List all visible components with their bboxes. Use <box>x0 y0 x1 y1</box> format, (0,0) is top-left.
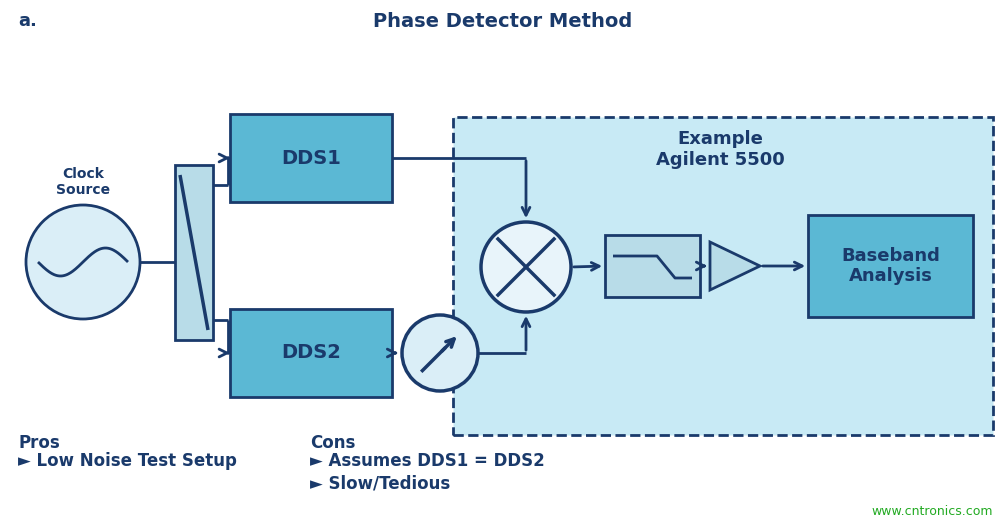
Bar <box>175 165 213 340</box>
Bar <box>453 117 993 435</box>
Circle shape <box>481 222 571 312</box>
Circle shape <box>402 315 478 391</box>
Text: Baseband
Analysis: Baseband Analysis <box>841 246 940 285</box>
Text: ► Slow/Tedious: ► Slow/Tedious <box>310 474 450 492</box>
Bar <box>605 235 700 297</box>
Bar <box>230 309 392 397</box>
Text: Phase Detector Method: Phase Detector Method <box>374 12 632 31</box>
Text: ► Low Noise Test Setup: ► Low Noise Test Setup <box>18 452 237 470</box>
Text: DDS2: DDS2 <box>281 343 341 363</box>
Text: Pros: Pros <box>18 434 59 452</box>
Polygon shape <box>710 242 760 290</box>
Text: www.cntronics.com: www.cntronics.com <box>871 505 993 518</box>
Text: ► Assumes DDS1 = DDS2: ► Assumes DDS1 = DDS2 <box>310 452 545 470</box>
Text: Example
Agilent 5500: Example Agilent 5500 <box>656 130 784 169</box>
Bar <box>230 114 392 202</box>
Circle shape <box>26 205 140 319</box>
Text: Clock
Source: Clock Source <box>56 167 110 197</box>
Text: DDS1: DDS1 <box>281 148 341 167</box>
Bar <box>808 215 973 317</box>
Text: a.: a. <box>18 12 37 30</box>
Text: Cons: Cons <box>310 434 355 452</box>
